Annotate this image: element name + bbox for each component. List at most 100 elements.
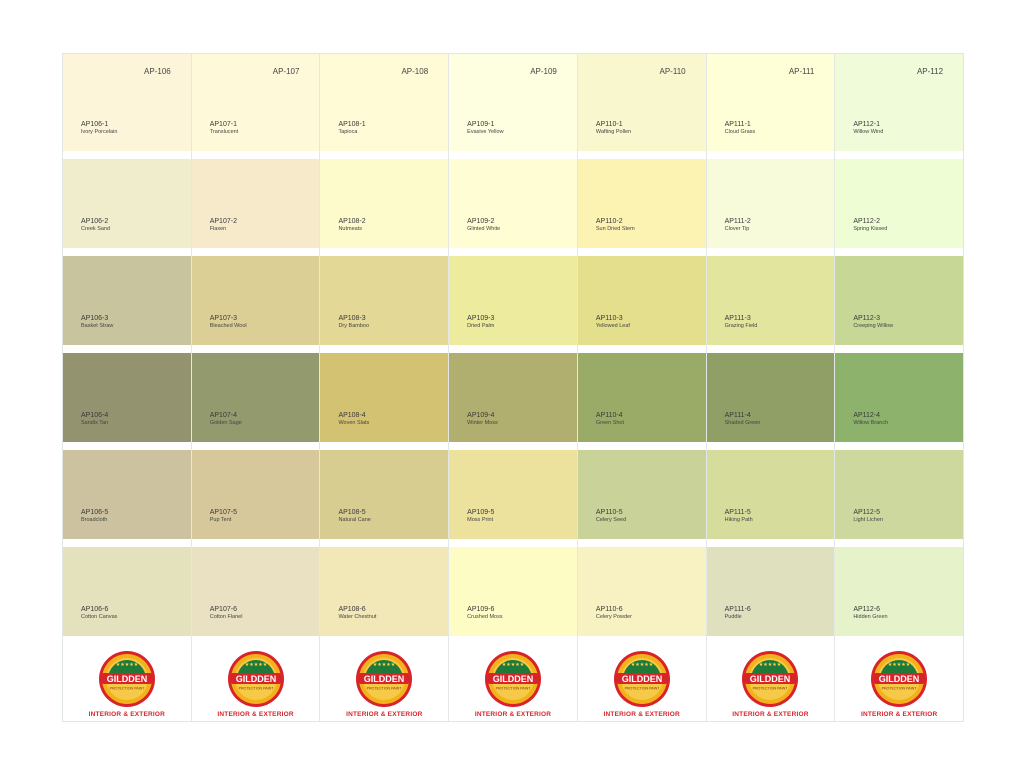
color-swatch[interactable]: AP108-6 Water Chestnut <box>320 547 449 636</box>
swatch-id: AP107-1 <box>209 121 237 128</box>
color-swatch[interactable]: AP108-3 Dry Bamboo <box>320 256 449 345</box>
gildden-logo: ★★★★★ GILDDEN PROTECTION PAINT <box>871 651 928 707</box>
color-swatch[interactable]: AP106-5 Broadcloth <box>63 450 191 539</box>
logo-subtitle: PROTECTION PAINT <box>109 687 145 691</box>
swatch-id: AP106-3 <box>81 315 109 322</box>
swatch-id: AP106-1 <box>81 121 109 128</box>
swatch-name: Basket Straw <box>81 322 114 329</box>
brand-footer: ★★★★★ GILDDEN PROTECTION PAINT INTERIOR & E… <box>835 644 964 721</box>
svg-text:★★★★★: ★★★★★ <box>502 662 525 668</box>
swatch-name: Clover Tip <box>724 225 750 232</box>
color-swatch[interactable]: AP107-2 Flaxen <box>191 159 320 248</box>
color-swatch[interactable]: AP107-6 Cotton Flanel <box>191 547 320 636</box>
swatch-name: Celery Seed <box>595 516 627 523</box>
swatch-name: Translucent <box>209 128 239 135</box>
color-swatch[interactable]: AP106-4 Sandix Tan <box>63 353 191 442</box>
color-swatch[interactable]: AP111-2 Clover Tip <box>706 159 835 248</box>
swatch-name: Broadcloth <box>81 516 108 523</box>
swatch-name: Water Chestnut <box>338 613 377 620</box>
swatch-name: Spring Kissed <box>853 225 888 232</box>
swatch-id: AP110-2 <box>595 218 623 225</box>
color-swatch[interactable]: AP111-6 Puddle <box>706 547 835 636</box>
swatch-id: AP111-4 <box>724 412 751 419</box>
swatch-name: Natural Cane <box>338 516 371 523</box>
color-swatch[interactable]: AP-112 AP112-1 Willow Wind <box>835 54 964 151</box>
column-code: AP-108 <box>401 67 429 76</box>
color-swatch[interactable]: AP109-6 Crushed Moss <box>449 547 577 636</box>
swatch-id: AP109-6 <box>467 606 495 613</box>
swatch-name: Grazing Field <box>724 322 758 329</box>
color-swatch[interactable]: AP110-3 Yellowed Leaf <box>577 256 706 345</box>
color-swatch[interactable]: AP109-4 Winter Moss <box>449 353 577 442</box>
color-swatch[interactable]: AP-111 AP111-1 Cloud Grass <box>706 54 835 151</box>
color-column: AP-111 AP111-1 Cloud Grass AP111-2 Clover Ti… <box>706 54 836 721</box>
color-swatch[interactable]: AP107-5 Pup Tent <box>191 450 320 539</box>
swatch-id: AP107-3 <box>209 315 237 322</box>
swatch-id: AP110-3 <box>595 315 623 322</box>
color-swatch[interactable]: AP106-3 Basket Straw <box>63 256 191 345</box>
tagline: INTERIOR & EXTERIOR <box>217 711 294 718</box>
swatch-id: AP107-2 <box>209 218 237 225</box>
color-swatch[interactable]: AP107-4 Golden Sage <box>191 353 320 442</box>
color-column: AP-110 AP110-1 Wafting Pollen AP110-2 Sun Dr… <box>577 54 707 721</box>
color-swatch[interactable]: AP107-3 Bleached Wool <box>191 256 320 345</box>
swatch-name: Evasive Yellow <box>467 128 504 135</box>
swatch-name: Hiking Path <box>724 516 753 523</box>
swatch-id: AP108-1 <box>338 121 366 128</box>
swatch-id: AP106-4 <box>81 412 109 419</box>
swatch-id: AP107-6 <box>209 606 237 613</box>
color-swatch[interactable]: AP111-5 Hiking Path <box>706 450 835 539</box>
color-swatch[interactable]: AP109-5 Moss Print <box>449 450 577 539</box>
color-swatch[interactable]: AP106-6 Cotton Canvas <box>63 547 191 636</box>
color-swatch[interactable]: AP110-5 Celery Seed <box>577 450 706 539</box>
logo-wordmark: GILDDEN <box>364 674 405 684</box>
color-swatch[interactable]: AP112-6 Hidden Green <box>835 547 964 636</box>
swatch-id: AP112-2 <box>853 218 881 225</box>
logo-subtitle: PROTECTION PAINT <box>238 687 274 691</box>
color-swatch[interactable]: AP111-4 Shaded Green <box>706 353 835 442</box>
color-swatch[interactable]: AP-108 AP108-1 Tapioca <box>320 54 449 151</box>
color-swatch[interactable]: AP108-2 Nutmeats <box>320 159 449 248</box>
color-swatch[interactable]: AP109-2 Glinted White <box>449 159 577 248</box>
swatch-id: AP110-5 <box>595 509 623 516</box>
color-swatch[interactable]: AP108-4 Woven Slats <box>320 353 449 442</box>
column-code: AP-109 <box>530 67 557 76</box>
color-swatch[interactable]: AP110-2 Sun Dried Stem <box>577 159 706 248</box>
color-column: AP-107 AP107-1 Translucent AP107-2 Flaxen AP1… <box>191 54 321 721</box>
swatch-name: Yellowed Leaf <box>595 322 630 329</box>
svg-text:★★★★★: ★★★★★ <box>244 662 267 668</box>
color-swatch[interactable]: AP-107 AP107-1 Translucent <box>191 54 320 151</box>
color-swatch[interactable]: AP110-6 Celery Powder <box>577 547 706 636</box>
color-swatch[interactable]: AP-110 AP110-1 Wafting Pollen <box>577 54 706 151</box>
swatch-name: Sun Dried Stem <box>595 225 635 232</box>
color-swatch[interactable]: AP106-2 Creek Sand <box>63 159 191 248</box>
color-swatch[interactable]: AP110-4 Green Shot <box>577 353 706 442</box>
swatch-id: AP112-4 <box>853 412 881 419</box>
logo-subtitle: PROTECTION PAINT <box>753 687 789 691</box>
swatch-name: Willow Branch <box>853 419 889 426</box>
color-swatch[interactable]: AP112-4 Willow Branch <box>835 353 964 442</box>
color-swatch[interactable]: AP109-3 Dried Palm <box>449 256 577 345</box>
swatch-id: AP111-3 <box>724 315 751 322</box>
color-swatch[interactable]: AP108-5 Natural Cane <box>320 450 449 539</box>
brand-footer: ★★★★★ GILDDEN PROTECTION PAINT INTERIOR & E… <box>63 644 191 721</box>
swatch-id: AP108-2 <box>338 218 366 225</box>
svg-text:★★★★★: ★★★★★ <box>888 662 911 668</box>
color-swatch[interactable]: AP112-5 Light Lichen <box>835 450 964 539</box>
swatch-name: Dry Bamboo <box>338 322 370 329</box>
color-column: AP-109 AP109-1 Evasive Yellow AP109-2 Glinte… <box>449 54 578 721</box>
color-swatch[interactable]: AP-109 AP109-1 Evasive Yellow <box>449 54 577 151</box>
column-code: AP-106 <box>144 67 171 76</box>
swatch-name: Crushed Moss <box>467 613 503 620</box>
color-swatch[interactable]: AP111-3 Grazing Field <box>706 256 835 345</box>
swatch-id: AP112-6 <box>853 606 881 613</box>
color-swatch[interactable]: AP112-2 Spring Kissed <box>835 159 964 248</box>
swatch-id: AP111-2 <box>724 218 751 225</box>
svg-text:★★★★★: ★★★★★ <box>631 662 654 668</box>
swatch-name: Puddle <box>724 613 742 620</box>
color-swatch[interactable]: AP-106 AP106-1 Ivory Porcelain <box>63 54 191 151</box>
swatch-id: AP111-6 <box>724 606 751 613</box>
tagline: INTERIOR & EXTERIOR <box>732 711 809 718</box>
swatch-id: AP109-2 <box>467 218 495 225</box>
color-swatch[interactable]: AP112-3 Creeping Willow <box>835 256 964 345</box>
